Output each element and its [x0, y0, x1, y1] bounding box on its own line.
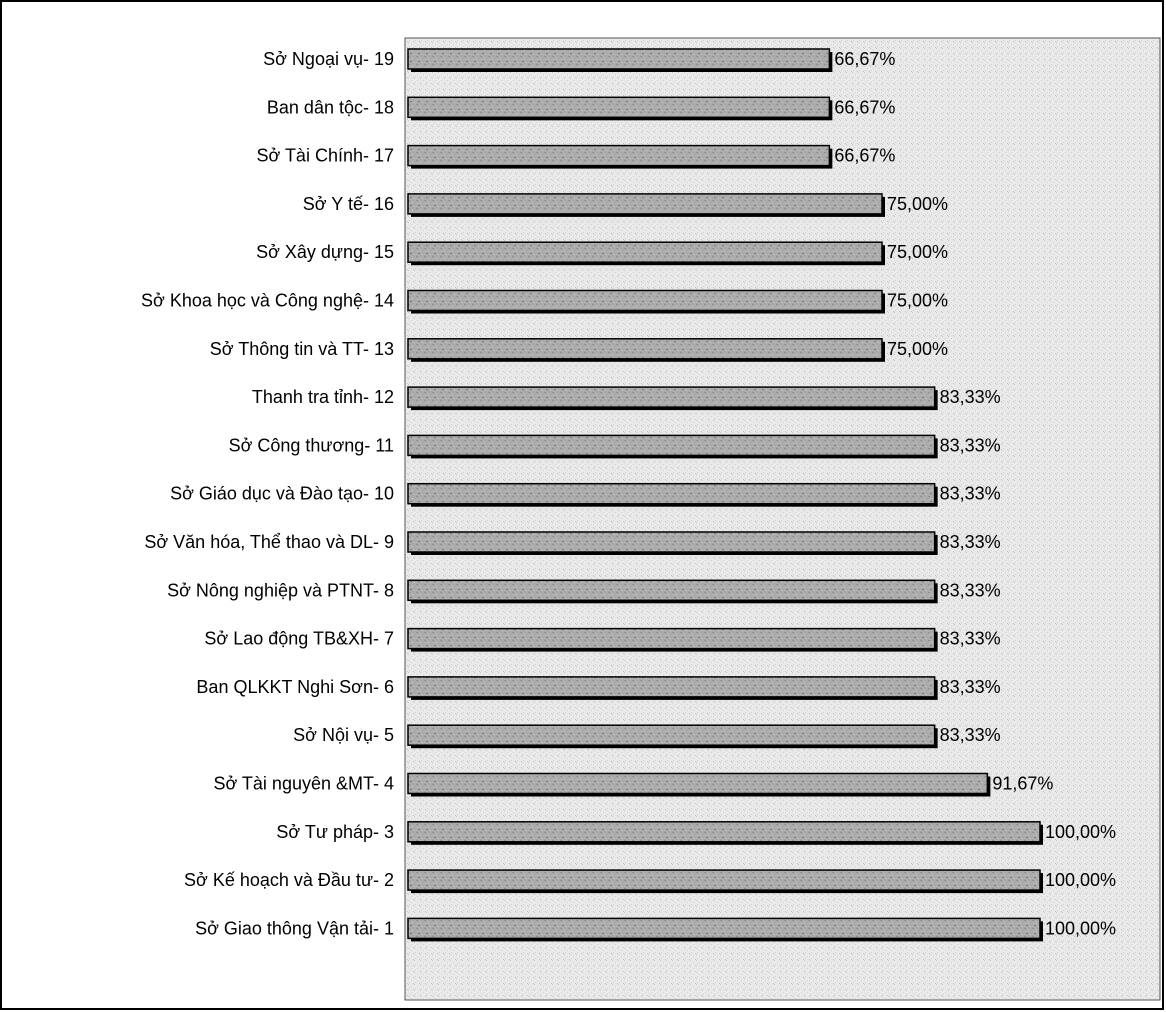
category-label: Sở Y tế- 16: [303, 194, 394, 214]
value-label: 66,67%: [834, 146, 895, 166]
value-label: 83,33%: [940, 580, 1001, 600]
value-label: 100,00%: [1045, 918, 1116, 938]
bar: [407, 241, 883, 263]
bar: [407, 917, 1041, 940]
value-label: 83,33%: [940, 387, 1001, 407]
value-label: 75,00%: [887, 339, 948, 359]
bar: [407, 386, 936, 408]
category-label: Sở Giao thông Vận tải- 1: [195, 918, 394, 938]
category-label: Thanh tra tỉnh- 12: [252, 387, 394, 407]
bar: [407, 579, 936, 602]
bar: [407, 289, 883, 312]
category-labels: Sở Ngoại vụ- 19 Ban dân tộc- 18 Sở Tài Chí…: [141, 49, 394, 938]
bar: [407, 531, 936, 553]
value-label: 83,33%: [940, 435, 1001, 455]
bar: [407, 869, 1041, 891]
value-label: 83,33%: [940, 484, 1001, 504]
bars-layer: [407, 48, 1043, 942]
category-label: Sở Kế hoạch và Đầu tư- 2: [184, 870, 394, 890]
bar: [407, 96, 831, 119]
category-label: Sở Xây dựng- 15: [256, 242, 394, 262]
bar: [407, 821, 1041, 843]
value-label: 100,00%: [1045, 822, 1116, 842]
value-label: 83,33%: [940, 629, 1001, 649]
category-label: Sở Nông nghiệp và PTNT- 8: [167, 580, 394, 600]
category-label: Sở Tư pháp- 3: [276, 822, 394, 842]
bar: [407, 48, 831, 70]
bar: [407, 627, 936, 650]
bar: [407, 144, 831, 167]
value-label: 66,67%: [834, 49, 895, 69]
category-label: Sở Khoa học và Công nghệ- 14: [141, 291, 394, 311]
category-label: Sở Lao động TB&XH- 7: [204, 629, 394, 649]
category-label: Sở Tài Chính- 17: [256, 146, 394, 166]
bar: [407, 434, 936, 457]
category-label: Sở Ngoại vụ- 19: [263, 49, 394, 69]
bar: [407, 193, 883, 215]
bar: [407, 676, 936, 698]
bar: [407, 482, 936, 505]
value-label: 75,00%: [887, 291, 948, 311]
value-label: 66,67%: [834, 97, 895, 117]
value-label: 91,67%: [992, 774, 1053, 794]
category-label: Ban QLKKT Nghi Sơn- 6: [196, 677, 394, 697]
category-label: Sở Giáo dục và Đào tạo- 10: [170, 484, 394, 504]
category-label: Sở Nội vụ- 5: [293, 725, 394, 745]
category-label: Sở Tài nguyên &MT- 4: [213, 774, 394, 794]
category-label: Ban dân tộc- 18: [267, 97, 394, 117]
bar: [407, 724, 936, 746]
category-label: Sở Văn hóa, Thể thao và DL- 9: [144, 532, 394, 552]
value-label: 75,00%: [887, 242, 948, 262]
value-labels: 66,67% 66,67% 66,67% 75,00% 75,00% 75,00% 75,0…: [834, 49, 1116, 938]
bar: [407, 772, 989, 795]
category-label: Sở Thông tin và TT- 13: [210, 339, 394, 359]
category-label: Sở Công thương- 11: [229, 435, 394, 455]
value-label: 75,00%: [887, 194, 948, 214]
value-label: 83,33%: [940, 725, 1001, 745]
bar: [407, 338, 883, 360]
plot-area: [404, 37, 1161, 1001]
value-label: 100,00%: [1045, 870, 1116, 890]
value-label: 83,33%: [940, 677, 1001, 697]
value-label: 83,33%: [940, 532, 1001, 552]
